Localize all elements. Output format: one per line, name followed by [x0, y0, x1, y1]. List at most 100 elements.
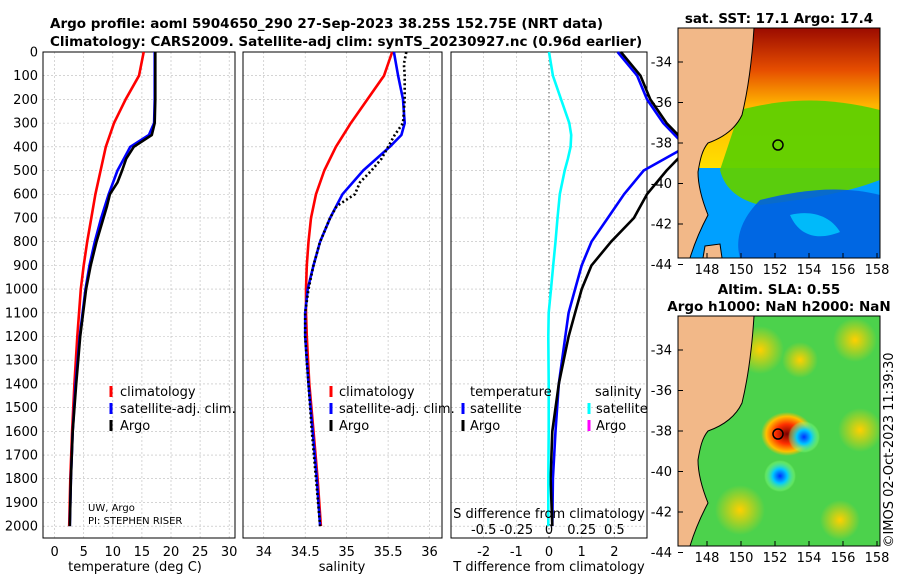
- depth-tick-label: 1400: [5, 377, 38, 392]
- depth-tick-label: 0: [30, 46, 38, 61]
- sla-blob: [820, 500, 860, 540]
- lon-tick-label: 148: [695, 263, 720, 278]
- sla-argo-position-marker: [772, 428, 784, 440]
- lon-tick-label: 150: [729, 551, 754, 566]
- depth-tick-label: 700: [13, 211, 38, 226]
- legend-label-t-satellite: satellite: [470, 402, 522, 417]
- lon-tick-label: 154: [797, 263, 822, 278]
- salinity-tick-labels: 34 34.5 35 35.5 36: [255, 545, 437, 560]
- series-line-argo: [68, 52, 157, 527]
- sla-blob: [782, 342, 818, 378]
- sla-lat-labels: -34 -36 -38 -40 -42 -44: [651, 344, 683, 561]
- depth-tick-label: 1800: [5, 472, 38, 487]
- x-tick-label: 34.5: [291, 545, 320, 560]
- series-line-t-argo: [549, 51, 691, 527]
- x-tick-label: 15: [134, 545, 151, 560]
- depth-tick-label: 600: [13, 188, 38, 203]
- depth-tick-label: 1900: [5, 496, 38, 511]
- lon-tick-label: 152: [763, 551, 788, 566]
- depth-tick-labels: 0 100 200 300 400 500 600 700 800 900 1000 1100 1200…: [5, 46, 38, 535]
- salinity-legend: climatology satellite-adj. clim. Argo: [329, 385, 455, 434]
- legend-title-temperature: temperature: [470, 385, 552, 400]
- s-diff-tick-label: 0.25: [567, 523, 596, 538]
- x-tick-label: -1: [510, 545, 523, 560]
- sla-map-title-1: Altim. SLA: 0.55: [718, 282, 840, 298]
- pi-line-1: UW, Argo: [88, 503, 135, 514]
- sla-map-title-2: Argo h1000: NaN h2000: NaN: [667, 299, 890, 315]
- temperature-grid: [43, 51, 235, 538]
- sst-cyan-patch: [790, 213, 840, 237]
- series-line-s-satellite: [546, 51, 573, 527]
- lat-tick-label: -36: [651, 96, 672, 111]
- x-tick-label: 30: [221, 545, 238, 560]
- legend-label-argo: Argo: [339, 419, 369, 434]
- depth-tick-label: 2000: [5, 520, 38, 535]
- sst-map: sat. SST: 17.1 Argo: 17.4 -34 -36 -38 -40 -4…: [651, 11, 890, 278]
- sst-map-title: sat. SST: 17.1 Argo: 17.4: [685, 11, 873, 27]
- lat-tick-label: -42: [651, 218, 672, 233]
- temperature-tick-labels: 0 5 10 15 20 25 30: [50, 545, 237, 560]
- x-tick-label: 2: [610, 545, 618, 560]
- lat-tick-label: -34: [651, 56, 672, 71]
- sst-green-band: [720, 100, 880, 205]
- t-diff-xlabel: T difference from climatology: [452, 560, 645, 575]
- s-diff-tick-label: -0.25: [500, 523, 534, 538]
- x-tick-label: 34: [255, 545, 272, 560]
- pi-line-2: PI: STEPHEN RISER: [88, 516, 182, 527]
- depth-tick-label: 200: [13, 93, 38, 108]
- depth-tick-label: 1700: [5, 449, 38, 464]
- depth-tick-label: 1600: [5, 425, 38, 440]
- x-tick-label: 35: [338, 545, 355, 560]
- s-diff-legend: salinity satellite Argo: [587, 385, 648, 434]
- depth-tick-label: 900: [13, 259, 38, 274]
- legend-label-climatology: climatology: [120, 385, 196, 400]
- t-diff-legend: temperature satellite Argo: [461, 385, 552, 434]
- salinity-panel: 34 34.5 35 35.5 36 salinity climatology sate…: [242, 51, 455, 575]
- sst-argo-position-marker: [772, 139, 784, 151]
- x-tick-label: 5: [80, 545, 88, 560]
- sla-lon-labels: 148 150 152 154 156 158: [695, 541, 889, 566]
- legend-label-satellite-adj: satellite-adj. clim.: [120, 402, 236, 417]
- legend-label-s-satellite: satellite: [596, 402, 648, 417]
- depth-tick-label: 1500: [5, 401, 38, 416]
- salinity-axes-frame: [242, 51, 443, 539]
- temperature-legend: climatology satellite-adj. clim. Argo: [109, 385, 236, 434]
- sst-lat-labels: -34 -36 -38 -40 -42 -44: [651, 56, 683, 273]
- lat-tick-label: -40: [651, 177, 672, 192]
- x-tick-label: 20: [163, 545, 180, 560]
- legend-label-t-argo: Argo: [470, 419, 500, 434]
- lon-tick-label: 156: [831, 263, 856, 278]
- s-diff-xlabel: S difference from climatology: [453, 507, 645, 522]
- depth-tick-label: 1200: [5, 330, 38, 345]
- lat-tick-label: -36: [651, 384, 672, 399]
- x-tick-label: 36: [421, 545, 438, 560]
- legend-label-argo: Argo: [120, 419, 150, 434]
- legend-title-salinity: salinity: [595, 385, 642, 400]
- depth-tick-label: 1300: [5, 354, 38, 369]
- x-tick-label: -2: [477, 545, 490, 560]
- salinity-grid: [243, 51, 442, 538]
- sla-field: [678, 316, 880, 546]
- lat-tick-label: -44: [651, 546, 672, 561]
- sst-lon-labels: 148 150 152 154 156 158: [695, 253, 889, 278]
- depth-tick-label: 400: [13, 140, 38, 155]
- imos-timestamp: ©IMOS 02-Oct-2023 11:39:30: [882, 352, 897, 547]
- x-tick-label: 0: [50, 545, 58, 560]
- x-tick-label: 25: [192, 545, 209, 560]
- temperature-axes-frame: [42, 51, 236, 539]
- difference-series: [546, 51, 691, 527]
- x-tick-label: 1: [578, 545, 586, 560]
- x-tick-label: 35.5: [374, 545, 403, 560]
- salinity-series: [303, 51, 408, 527]
- temperature-xlabel: temperature (deg C): [68, 560, 202, 575]
- t-diff-tick-labels: -2 -1 0 1 2: [477, 545, 618, 560]
- depth-tick-label: 1000: [5, 283, 38, 298]
- depth-tick-label: 800: [13, 235, 38, 250]
- depth-tick-label: 100: [13, 69, 38, 84]
- legend-label-climatology: climatology: [339, 385, 415, 400]
- salinity-xlabel: salinity: [319, 560, 366, 575]
- sst-land-mass: [678, 28, 755, 258]
- s-diff-tick-label: 0: [545, 523, 553, 538]
- sst-field: [678, 28, 880, 258]
